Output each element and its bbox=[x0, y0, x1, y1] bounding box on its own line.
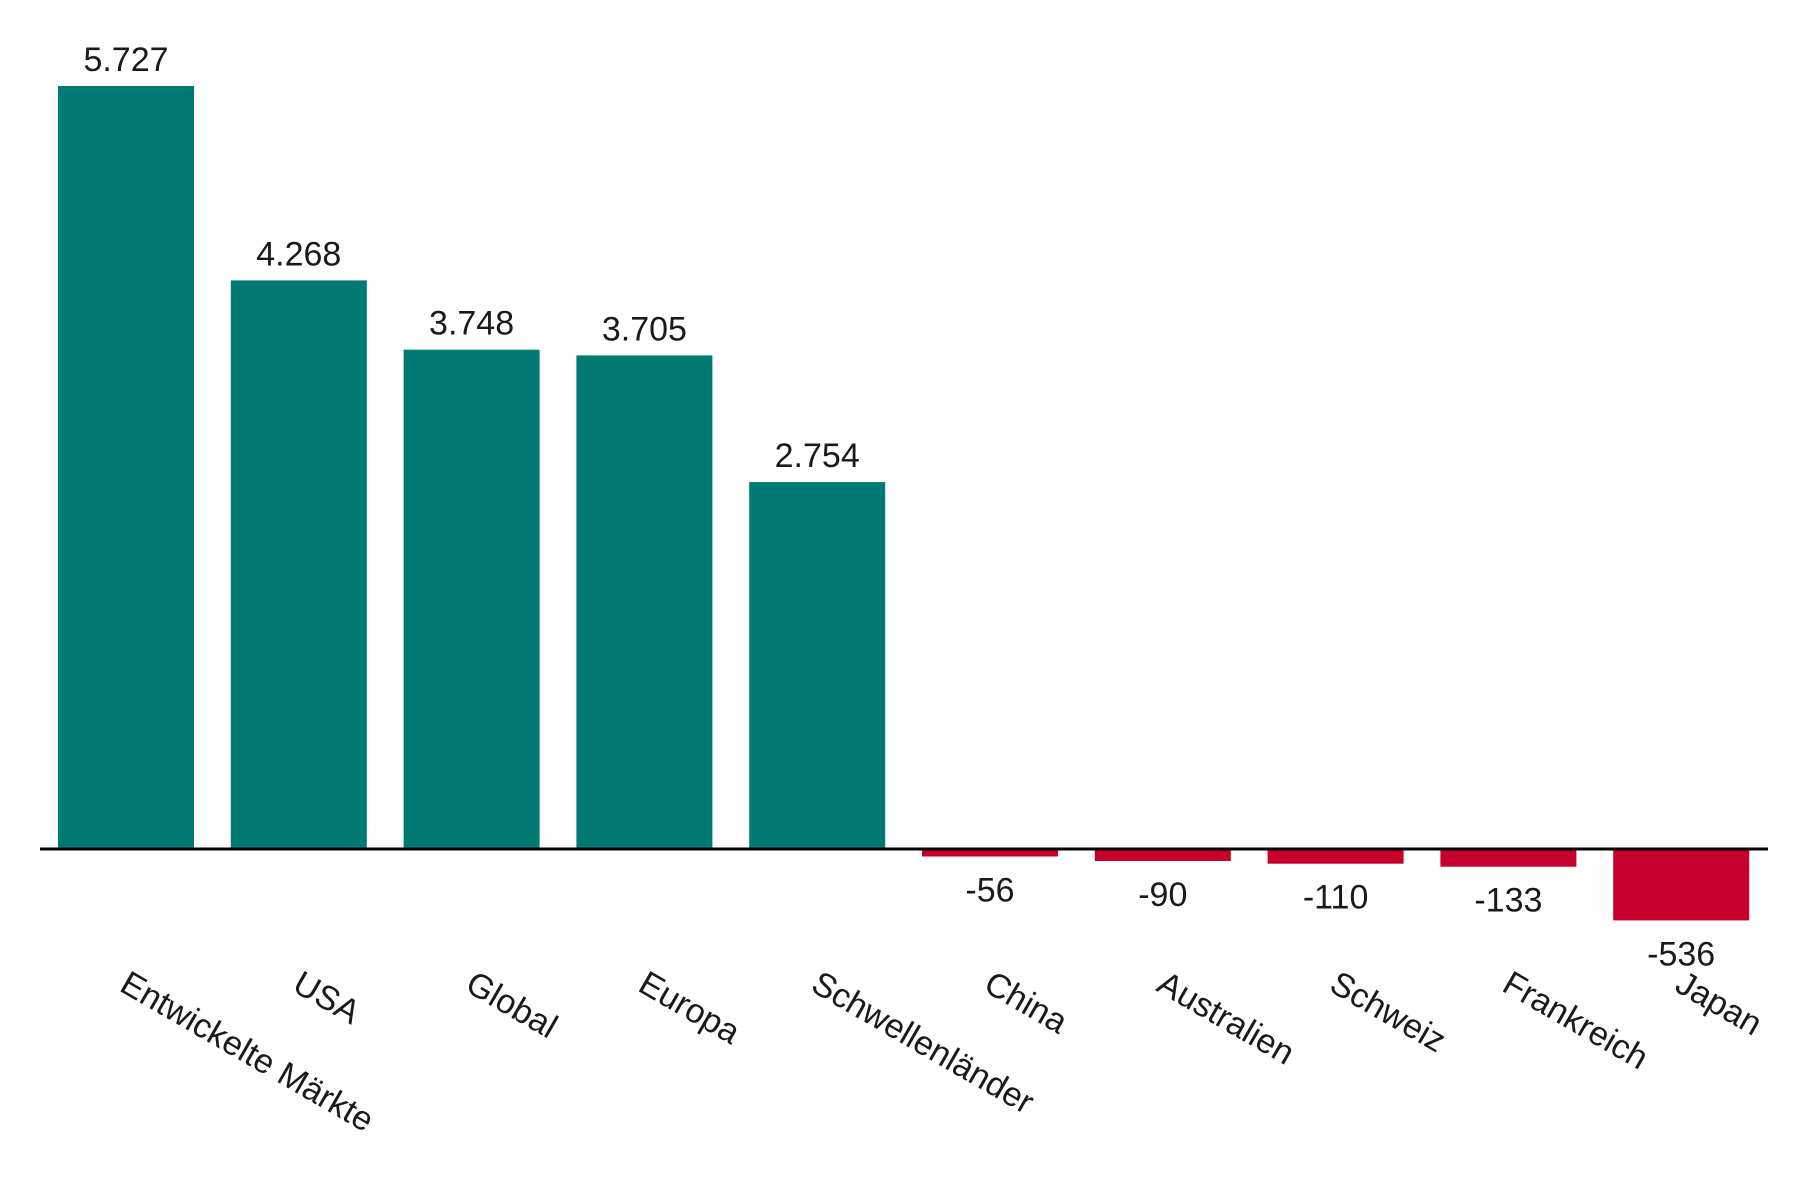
bar-global bbox=[403, 349, 540, 849]
category-label: Australien bbox=[1151, 964, 1301, 1073]
value-label: 3.748 bbox=[429, 305, 514, 343]
category-label: Europa bbox=[632, 964, 746, 1052]
value-label: 4.268 bbox=[256, 235, 341, 273]
bar-schweiz bbox=[1267, 849, 1404, 864]
bar-australien bbox=[1094, 849, 1231, 861]
value-label: -133 bbox=[1474, 882, 1542, 920]
bar-entwickelte-märkte bbox=[58, 86, 194, 849]
category-label: USA bbox=[287, 964, 367, 1032]
bar-usa bbox=[230, 280, 367, 849]
value-label: -536 bbox=[1647, 935, 1715, 973]
bar-schwellenländer bbox=[749, 482, 886, 849]
bar-europa bbox=[576, 355, 713, 849]
bar-frankreich bbox=[1440, 849, 1577, 867]
bar-china bbox=[922, 849, 1058, 857]
category-label: Schweiz bbox=[1324, 964, 1453, 1060]
value-label: 5.727 bbox=[83, 41, 168, 79]
value-label: -56 bbox=[965, 872, 1014, 910]
category-label: Frankreich bbox=[1496, 964, 1654, 1077]
category-label: China bbox=[978, 964, 1074, 1041]
value-label: 2.754 bbox=[775, 437, 860, 475]
value-label: -90 bbox=[1138, 876, 1187, 914]
category-label: Japan bbox=[1669, 964, 1768, 1043]
value-label: 3.705 bbox=[602, 310, 687, 348]
bar-japan bbox=[1613, 849, 1750, 921]
category-label: Global bbox=[460, 964, 564, 1046]
value-label: -110 bbox=[1303, 879, 1369, 917]
